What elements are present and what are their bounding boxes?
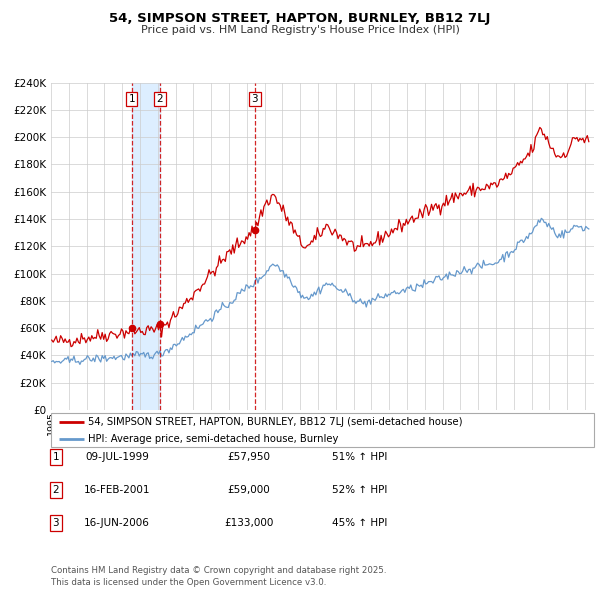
Text: Price paid vs. HM Land Registry's House Price Index (HPI): Price paid vs. HM Land Registry's House … [140,25,460,35]
Text: £57,950: £57,950 [227,452,271,461]
Text: 1: 1 [52,452,59,461]
Text: 16-JUN-2006: 16-JUN-2006 [84,519,150,528]
Text: 2: 2 [52,485,59,494]
Text: 51% ↑ HPI: 51% ↑ HPI [332,452,388,461]
Text: 52% ↑ HPI: 52% ↑ HPI [332,485,388,494]
Bar [132,83,160,410]
Text: 09-JUL-1999: 09-JUL-1999 [85,452,149,461]
Text: 16-FEB-2001: 16-FEB-2001 [84,485,150,494]
Text: 1: 1 [128,94,135,104]
Text: 3: 3 [251,94,258,104]
Text: 2: 2 [157,94,163,104]
Text: 45% ↑ HPI: 45% ↑ HPI [332,519,388,528]
Text: £133,000: £133,000 [224,519,274,528]
Text: 3: 3 [52,519,59,528]
Text: Contains HM Land Registry data © Crown copyright and database right 2025.
This d: Contains HM Land Registry data © Crown c… [51,566,386,587]
Text: £59,000: £59,000 [227,485,271,494]
Text: HPI: Average price, semi-detached house, Burnley: HPI: Average price, semi-detached house,… [88,434,338,444]
Text: 54, SIMPSON STREET, HAPTON, BURNLEY, BB12 7LJ (semi-detached house): 54, SIMPSON STREET, HAPTON, BURNLEY, BB1… [88,417,463,427]
Text: 54, SIMPSON STREET, HAPTON, BURNLEY, BB12 7LJ: 54, SIMPSON STREET, HAPTON, BURNLEY, BB1… [109,12,491,25]
